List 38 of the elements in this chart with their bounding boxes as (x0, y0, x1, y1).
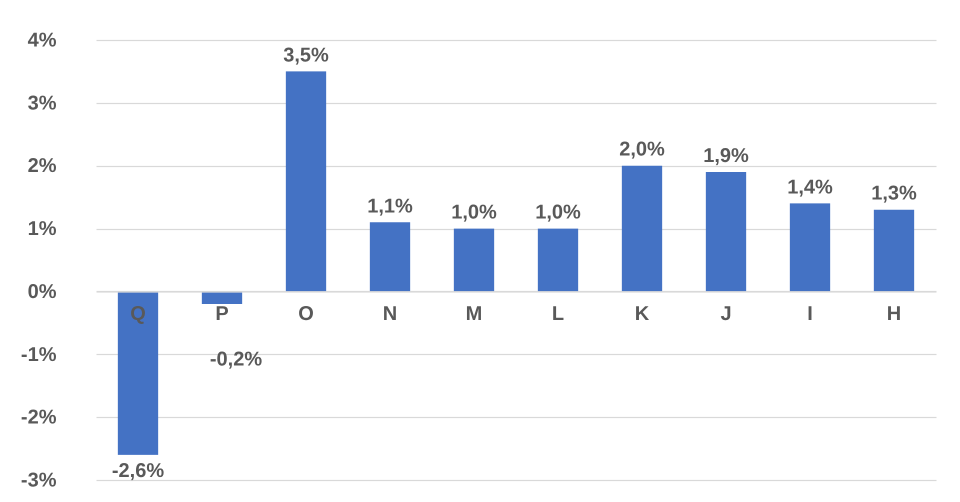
data-label: 1,0% (535, 202, 582, 224)
x-tick-label: Q (130, 302, 146, 325)
y-tick-label: -2% (20, 406, 57, 429)
bar (454, 228, 494, 292)
y-tick-label: 1% (28, 218, 57, 240)
y-tick-label: -3% (20, 470, 57, 492)
bar (202, 291, 242, 304)
x-tick-label: H (886, 302, 902, 325)
x-tick-label: J (720, 302, 732, 325)
data-label: 1,4% (787, 176, 834, 198)
data-label: 1,3% (871, 182, 918, 205)
bar (706, 172, 746, 292)
bar (622, 166, 662, 292)
y-tick-label: -1% (20, 344, 57, 366)
x-tick-label: O (298, 302, 314, 325)
y-tick-label: 4% (28, 30, 57, 52)
bar (118, 291, 158, 455)
bar (790, 203, 830, 292)
bar (538, 228, 578, 292)
bar (286, 71, 326, 292)
data-label: 1,9% (703, 145, 750, 167)
bar (370, 222, 410, 292)
data-label: -2,6% (112, 460, 164, 482)
x-tick-label: M (466, 302, 482, 325)
y-tick-label: 0% (28, 280, 57, 303)
data-label: 3,5% (283, 44, 330, 66)
y-tick-label: 3% (28, 92, 57, 114)
data-label: 2,0% (619, 138, 666, 161)
x-tick-label: P (215, 302, 229, 325)
data-label: -0,2% (210, 348, 262, 370)
y-tick-label: 2% (28, 155, 57, 178)
bar (874, 210, 914, 292)
data-label: 1,1% (367, 195, 414, 218)
data-label: 1,0% (451, 202, 498, 224)
x-tick-label: L (552, 302, 564, 325)
x-tick-label: I (807, 302, 813, 325)
x-tick-label: K (634, 302, 650, 325)
x-tick-label: N (382, 302, 398, 325)
